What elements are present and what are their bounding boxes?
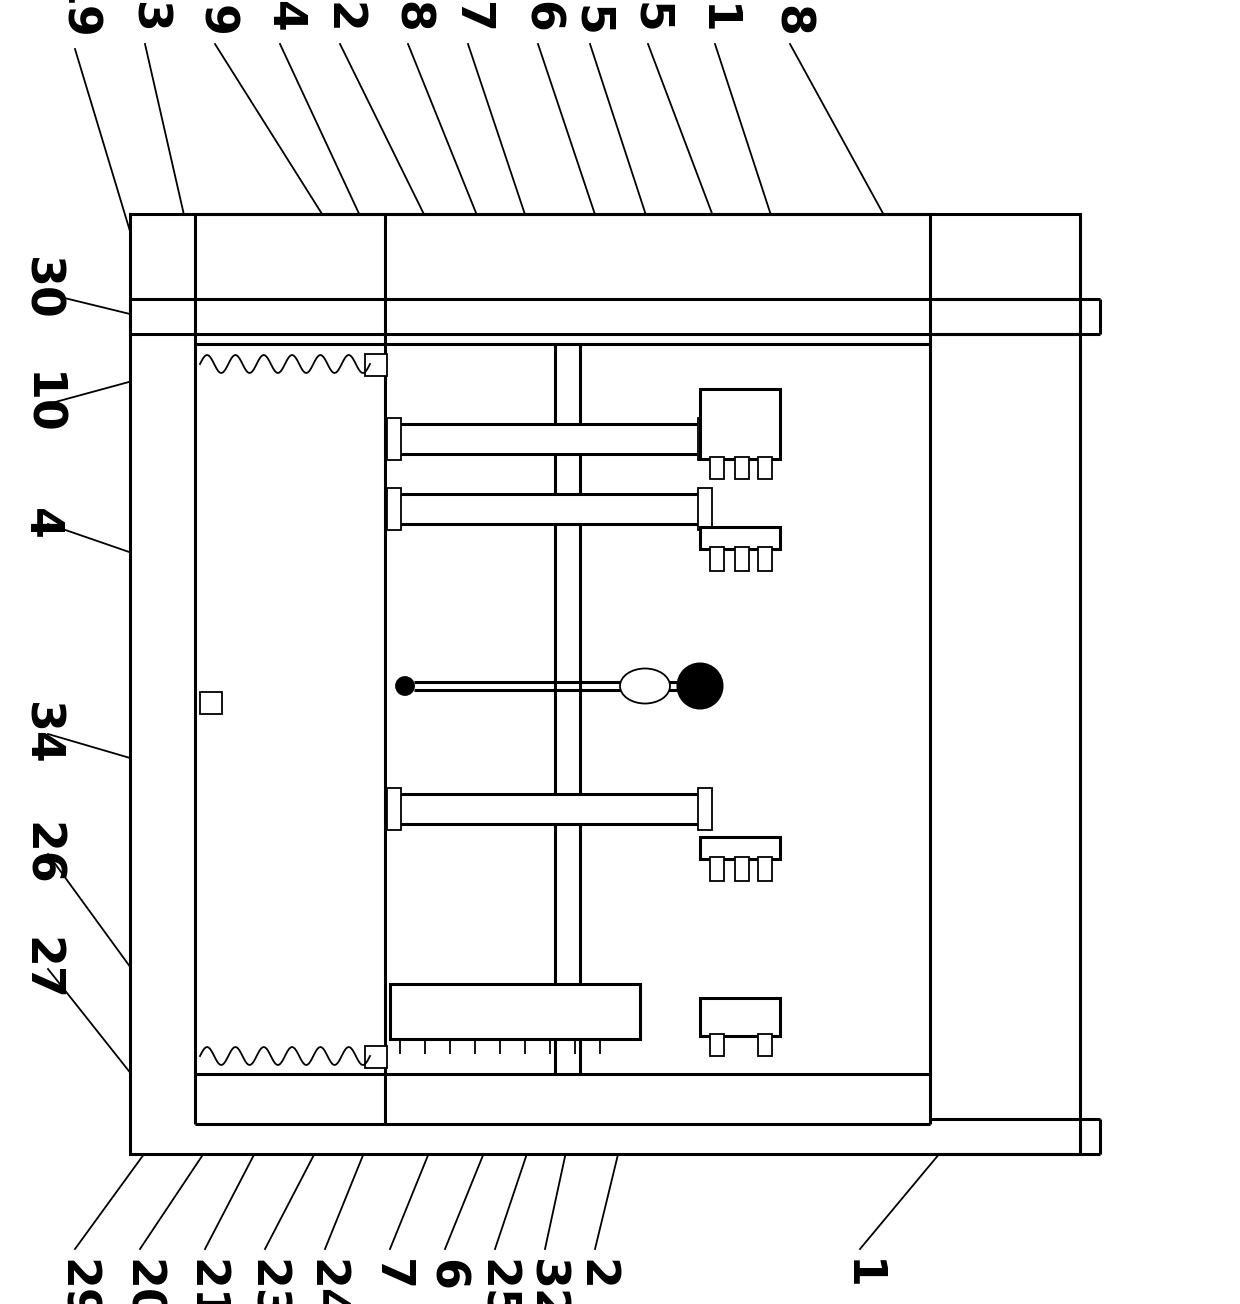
Bar — [711, 1034, 724, 1056]
Bar — [701, 837, 780, 859]
Bar — [758, 857, 773, 882]
Bar — [365, 353, 387, 376]
Circle shape — [678, 664, 722, 708]
Bar — [701, 527, 780, 549]
Text: 26: 26 — [17, 822, 62, 885]
Bar — [735, 857, 749, 882]
Bar — [387, 488, 401, 529]
Text: 24: 24 — [303, 1258, 347, 1304]
Text: 21: 21 — [182, 1258, 227, 1304]
Text: 13: 13 — [123, 0, 167, 37]
Bar — [698, 488, 712, 529]
Bar — [735, 546, 749, 571]
Circle shape — [686, 672, 714, 700]
Ellipse shape — [620, 669, 670, 703]
Text: 16: 16 — [516, 0, 560, 37]
Text: 5: 5 — [568, 5, 613, 37]
Text: 11: 11 — [692, 0, 738, 37]
Text: 10: 10 — [17, 372, 62, 436]
Bar — [701, 998, 780, 1035]
Text: 29: 29 — [52, 1258, 98, 1304]
Bar — [130, 214, 1080, 1154]
Bar — [711, 857, 724, 882]
Text: 6: 6 — [423, 1258, 467, 1291]
Text: 30: 30 — [17, 257, 62, 321]
Text: 19: 19 — [52, 0, 98, 42]
Bar — [387, 788, 401, 831]
Text: 7: 7 — [367, 1258, 413, 1291]
Text: 20: 20 — [118, 1258, 162, 1304]
Text: 4: 4 — [17, 509, 62, 540]
Bar — [387, 419, 401, 460]
Bar — [711, 546, 724, 571]
Bar — [701, 389, 780, 459]
Bar — [365, 1046, 387, 1068]
Text: 18: 18 — [386, 0, 430, 37]
Bar — [711, 456, 724, 479]
Bar — [758, 546, 773, 571]
Text: 23: 23 — [243, 1258, 288, 1304]
Bar — [391, 794, 701, 824]
Text: 17: 17 — [445, 0, 491, 37]
Bar — [200, 692, 222, 715]
Bar — [698, 419, 712, 460]
Bar — [391, 424, 701, 454]
Text: 8: 8 — [768, 5, 812, 37]
Bar — [130, 299, 1080, 334]
Text: 9: 9 — [192, 5, 238, 37]
Circle shape — [396, 677, 414, 695]
Text: 15: 15 — [625, 0, 671, 37]
Text: 34: 34 — [17, 702, 62, 765]
Text: 32: 32 — [522, 1258, 568, 1304]
Bar — [735, 456, 749, 479]
Text: 25: 25 — [472, 1258, 517, 1304]
Text: 27: 27 — [17, 938, 62, 1001]
Bar — [758, 1034, 773, 1056]
Bar — [698, 788, 712, 831]
Bar — [758, 456, 773, 479]
Text: 12: 12 — [317, 0, 362, 37]
Bar — [391, 494, 701, 524]
Text: 1: 1 — [837, 1258, 883, 1291]
Bar — [391, 985, 640, 1039]
Text: 2: 2 — [573, 1258, 618, 1291]
Text: 14: 14 — [258, 0, 303, 37]
